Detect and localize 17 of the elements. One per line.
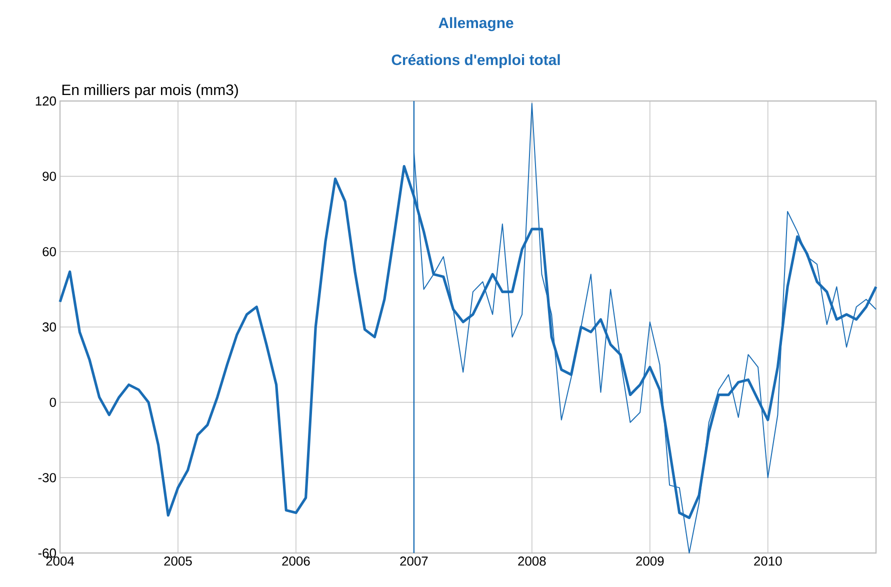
x-tick-label: 2008: [518, 556, 546, 566]
y-tick-label: 120: [36, 96, 56, 106]
x-tick-label: 2006: [282, 556, 310, 566]
x-tick-label: 2005: [164, 556, 192, 566]
x-tick-label: 2009: [636, 556, 664, 566]
y-axis-title: En milliers par mois (mm3): [62, 84, 238, 98]
y-tick-label: 90: [42, 172, 56, 181]
y-tick-label: 30: [42, 322, 56, 332]
y-tick-label: 0: [50, 398, 56, 407]
x-tick-label: 2010: [754, 556, 782, 566]
y-tick-label: 60: [42, 247, 56, 256]
chart-title: Allemagne: [438, 17, 514, 32]
y-tick-label: -30: [38, 473, 56, 482]
y-tick-label: -60: [38, 548, 56, 558]
x-tick-label: 2007: [400, 556, 428, 566]
x-tick-label: 2004: [46, 556, 74, 566]
chart-subtitle: Créations d'emploi total: [392, 54, 560, 68]
